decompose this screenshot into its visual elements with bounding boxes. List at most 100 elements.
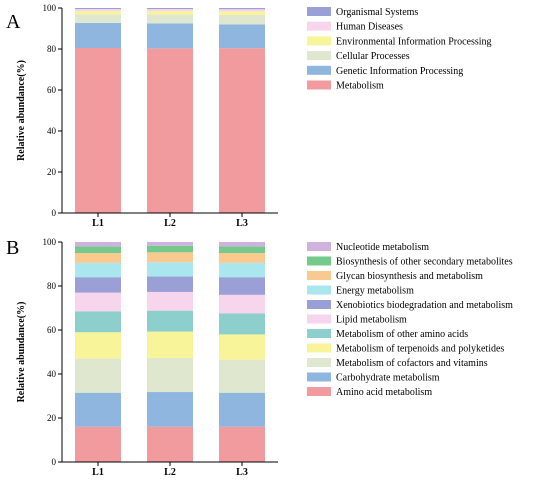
bar-segment-l3-s4 [219, 9, 265, 12]
bar-segment-l2-s2 [147, 14, 193, 24]
legend-label: Metabolism of other amino acids [336, 329, 468, 340]
bar-segment-l3-s8 [219, 253, 265, 263]
y-tick-label: 100 [43, 237, 57, 247]
bar-segment-l2-s9 [147, 245, 193, 253]
bar-segment-l2-s4 [147, 9, 193, 12]
y-tick-label: 20 [47, 167, 57, 177]
y-tick-label: 80 [47, 44, 57, 54]
category-label-l1: L1 [92, 467, 104, 478]
y-tick-label: 20 [47, 413, 57, 423]
bar-segment-l3-s2 [219, 14, 265, 25]
legend-swatch [307, 285, 331, 295]
y-axis-title: Relative abundance(%) [16, 302, 27, 403]
bar-segment-l3-s3 [219, 334, 265, 360]
bar-segment-l1-s1 [75, 22, 121, 48]
category-label-l1: L1 [92, 218, 104, 229]
bar-segment-l2-s3 [147, 11, 193, 15]
legend-swatch [307, 80, 331, 90]
bar-segment-l2-s10 [147, 242, 193, 246]
y-tick-label: 60 [47, 325, 57, 335]
legend-label: Human Diseases [336, 22, 403, 33]
y-tick-label: 0 [52, 208, 57, 218]
bar-segment-l1-s5 [75, 292, 121, 312]
y-tick-label: 80 [47, 281, 57, 291]
bar-segment-l1-s7 [75, 262, 121, 278]
bar-segment-l3-s10 [219, 242, 265, 247]
bar-segment-l1-s8 [75, 253, 121, 263]
bar-segment-l3-s6 [219, 277, 265, 295]
legend-swatch [307, 343, 331, 353]
panel-a-letter: A [6, 11, 21, 33]
bar-segment-l3-s9 [219, 246, 265, 253]
bar-segment-l3-s3 [219, 11, 265, 15]
bar-segment-l3-s2 [219, 359, 265, 393]
bar-segment-l1-s1 [75, 392, 121, 427]
category-label-l3: L3 [236, 467, 248, 478]
bar-segment-l1-s0 [75, 426, 121, 462]
bar-segment-l2-s2 [147, 357, 193, 393]
bar-segment-l1-s0 [75, 47, 121, 213]
legend-swatch [307, 300, 331, 309]
bar-segment-l2-s0 [147, 426, 193, 462]
legend-swatch [307, 271, 331, 280]
y-tick-label: 60 [47, 85, 57, 95]
legend-swatch [307, 65, 331, 75]
legend-swatch [307, 7, 331, 16]
legend-label: Carbohydrate metabolism [336, 373, 440, 384]
legend-label: Lipid metabolism [336, 315, 407, 326]
bar-segment-l1-s9 [75, 246, 121, 253]
bar-segment-l3-s5 [219, 8, 265, 10]
panel-b-letter: B [6, 237, 19, 259]
bar-segment-l2-s8 [147, 252, 193, 263]
legend-label: Metabolism [336, 81, 384, 92]
bar-segment-l2-s5 [147, 291, 193, 311]
bar-segment-l2-s0 [147, 48, 193, 213]
legend-label: Glycan biosynthesis and metabolism [336, 271, 483, 282]
y-tick-label: 40 [47, 369, 57, 379]
bar-segment-l3-s1 [219, 392, 265, 427]
bar-segment-l1-s4 [75, 311, 121, 333]
bar-segment-l2-s1 [147, 392, 193, 427]
legend-swatch [307, 36, 331, 46]
legend-swatch [307, 242, 331, 251]
bar-segment-l3-s4 [219, 313, 265, 335]
bar-segment-l1-s6 [75, 277, 121, 293]
legend-swatch [307, 329, 331, 338]
legend-label: Organismal Systems [336, 7, 418, 18]
y-tick-label: 100 [43, 3, 57, 13]
legend-label: Cellular Processes [336, 51, 410, 62]
bar-segment-l3-s0 [219, 48, 265, 214]
bar-segment-l1-s4 [75, 9, 121, 12]
bar-segment-l3-s5 [219, 294, 265, 314]
bar-segment-l2-s4 [147, 310, 193, 332]
bar-segment-l3-s1 [219, 24, 265, 49]
legend-label: Biosynthesis of other secondary metaboli… [336, 257, 513, 268]
bar-segment-l1-s3 [75, 11, 121, 15]
legend-swatch [307, 256, 331, 266]
legend-label: Xenobiotics biodegradation and metabolis… [336, 300, 513, 311]
panel-a-chart: 0 20 40 60 80 100 L1 L2 L3 Relative abundance(%) O… [16, 3, 492, 229]
category-label-l2: L2 [164, 467, 176, 478]
legend-label: Nucleotide metabolism [336, 242, 429, 253]
bar-segment-l3-s7 [219, 262, 265, 278]
bar-segment-l3-s0 [219, 426, 265, 462]
bar-segment-l1-s2 [75, 358, 121, 393]
bar-segment-l1-s2 [75, 14, 121, 23]
legend-label: Environmental Information Processing [336, 36, 492, 47]
bar-segment-l2-s1 [147, 23, 193, 49]
bar-segment-l1-s10 [75, 242, 121, 247]
legend-label: Energy metabolism [336, 286, 414, 297]
bar-segment-l1-s5 [75, 8, 121, 10]
legend-swatch [307, 372, 331, 382]
legend-label: Metabolism of terpenoids and polyketides [336, 344, 504, 355]
y-tick-label: 40 [47, 126, 57, 136]
y-tick-label: 0 [52, 457, 57, 467]
legend-swatch [307, 358, 331, 367]
panel-b-chart: 0 20 40 60 80 100 L1 L2 L3 Relative abundance(%) N… [16, 237, 513, 478]
category-label-l3: L3 [236, 218, 248, 229]
bar-segment-l2-s3 [147, 331, 193, 358]
legend-swatch [307, 387, 331, 396]
legend-label: Amino acid metabolism [336, 387, 432, 398]
